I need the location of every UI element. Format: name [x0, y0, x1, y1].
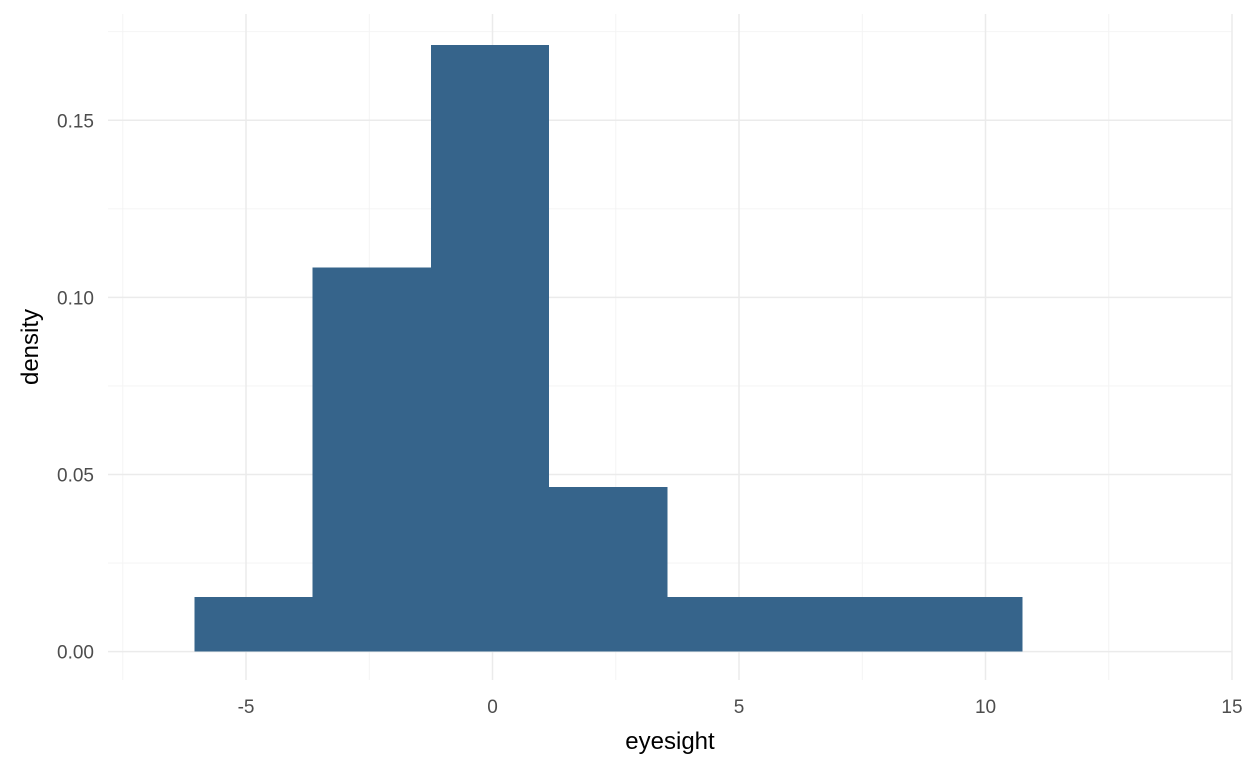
y-tick-label: 0.05 — [57, 466, 94, 487]
histogram-bar-4 — [667, 596, 786, 652]
x-tick-label: -5 — [238, 697, 255, 718]
x-axis-title: eyesight — [625, 728, 715, 755]
grid-lines — [108, 14, 1233, 680]
histogram-bar-0 — [194, 596, 313, 652]
histogram-bar-1 — [312, 267, 431, 652]
histogram-bar-3 — [549, 486, 668, 652]
histogram-bar-2 — [430, 45, 550, 652]
y-tick-label: 0.10 — [57, 288, 94, 309]
x-tick-label: 10 — [975, 697, 996, 718]
x-tick-label: 0 — [487, 697, 498, 718]
x-tick-label: 5 — [734, 697, 745, 718]
x-axis-tick-labels: -5 0 5 10 15 — [238, 697, 1243, 718]
y-axis-tick-labels: 0.00 0.05 0.10 0.15 — [57, 111, 94, 663]
y-tick-label: 0.15 — [57, 111, 94, 132]
y-tick-label: 0.00 — [57, 643, 94, 664]
x-tick-label: 15 — [1221, 697, 1242, 718]
histogram-bar-6 — [904, 596, 1023, 652]
y-axis-title: density — [17, 309, 44, 385]
histogram-bar-5 — [785, 596, 905, 652]
histogram-bars — [194, 45, 1023, 652]
